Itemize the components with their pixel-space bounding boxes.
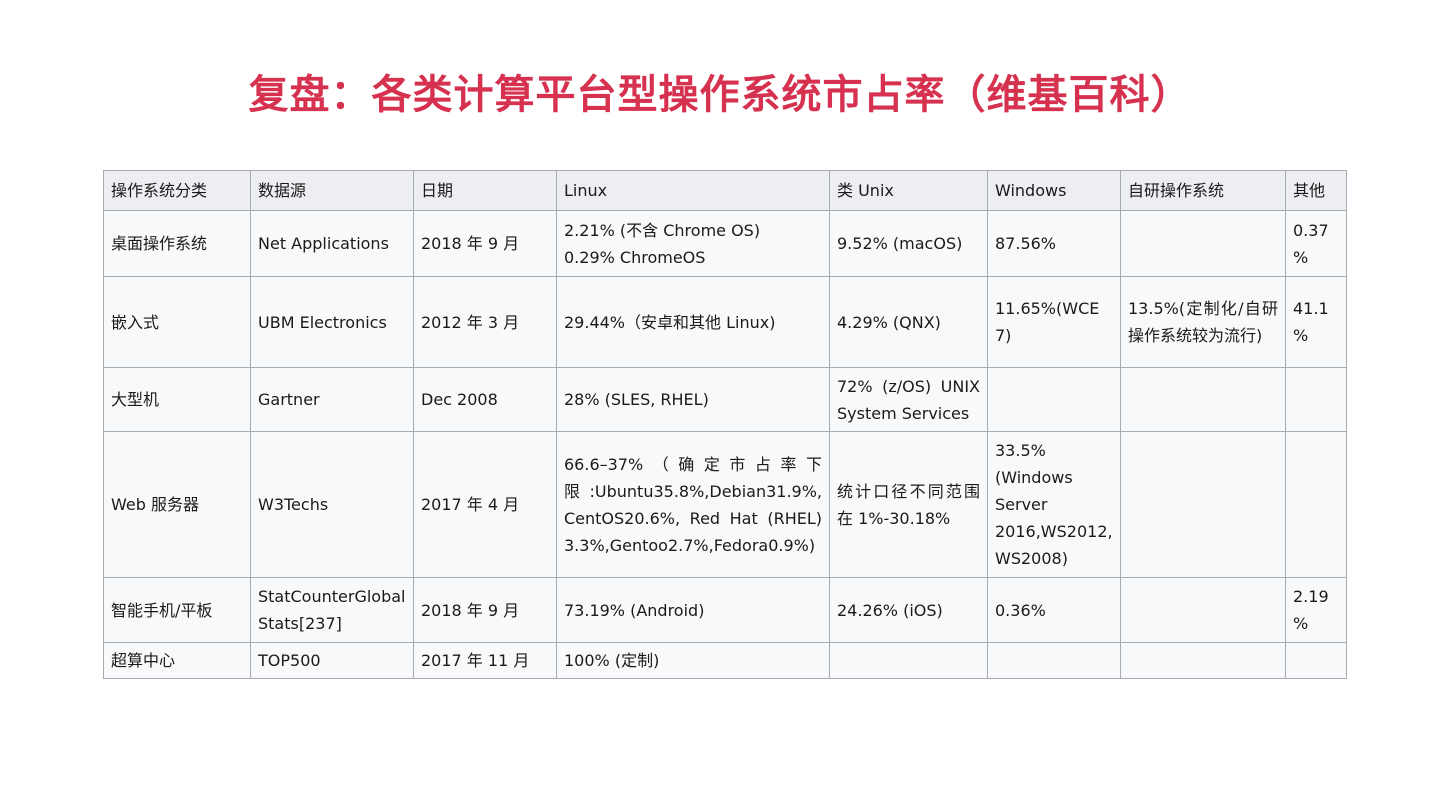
table: 操作系统分类 数据源 日期 Linux 类 Unix Windows 自研操作系… <box>103 170 1347 679</box>
header-self-developed-os: 自研操作系统 <box>1120 170 1286 211</box>
table-header-row: 操作系统分类 数据源 日期 Linux 类 Unix Windows 自研操作系… <box>103 170 1347 211</box>
table-cell: 智能手机/平板 <box>103 577 251 643</box>
table-cell: 桌面操作系统 <box>103 210 251 277</box>
table-cell: 73.19% (Android) <box>556 577 830 643</box>
header-data-source: 数据源 <box>250 170 414 211</box>
table-cell: 28% (SLES, RHEL) <box>556 367 830 432</box>
header-date: 日期 <box>413 170 557 211</box>
table-row: Web 服务器 W3Techs 2017 年 4 月 66.6–37%（确定市占… <box>103 431 1347 578</box>
table-cell: 超算中心 <box>103 642 251 679</box>
table-cell: Dec 2008 <box>413 367 557 432</box>
table-cell: 0.37% <box>1285 210 1347 277</box>
table-cell: 11.65%(WCE 7) <box>987 276 1121 368</box>
table-cell <box>1120 577 1286 643</box>
header-windows: Windows <box>987 170 1121 211</box>
table-row: 智能手机/平板 StatCounterGlobal Stats[237] 201… <box>103 577 1347 643</box>
table-cell: Net Applications <box>250 210 414 277</box>
table-cell: Gartner <box>250 367 414 432</box>
table-cell: 72% (z/OS) UNIX System Services <box>829 367 988 432</box>
table-cell: UBM Electronics <box>250 276 414 368</box>
table-cell <box>1285 431 1347 578</box>
table-cell: Web 服务器 <box>103 431 251 578</box>
table-cell: TOP500 <box>250 642 414 679</box>
table-cell: 29.44%（安卓和其他 Linux) <box>556 276 830 368</box>
table-cell: 2018 年 9 月 <box>413 577 557 643</box>
table-cell: 嵌入式 <box>103 276 251 368</box>
table-cell <box>829 642 988 679</box>
header-os-category: 操作系统分类 <box>103 170 251 211</box>
table-row: 桌面操作系统 Net Applications 2018 年 9 月 2.21%… <box>103 210 1347 277</box>
table-cell: 41.1% <box>1285 276 1347 368</box>
os-market-share-table: 操作系统分类 数据源 日期 Linux 类 Unix Windows 自研操作系… <box>103 170 1347 679</box>
table-cell: 9.52% (macOS) <box>829 210 988 277</box>
header-other: 其他 <box>1285 170 1347 211</box>
header-linux: Linux <box>556 170 830 211</box>
table-cell: 13.5%(定制化/自研操作系统较为流行) <box>1120 276 1286 368</box>
table-cell: StatCounterGlobal Stats[237] <box>250 577 414 643</box>
table-cell: 2017 年 11 月 <box>413 642 557 679</box>
table-cell: 统计口径不同范围在 1%-30.18% <box>829 431 988 578</box>
table-cell <box>1120 210 1286 277</box>
table-cell: 2.19% <box>1285 577 1347 643</box>
table-cell <box>987 367 1121 432</box>
table-cell <box>1285 367 1347 432</box>
table-cell: 87.56% <box>987 210 1121 277</box>
table-cell: 0.36% <box>987 577 1121 643</box>
table-cell: 33.5% (Windows Server 2016,WS2012, WS200… <box>987 431 1121 578</box>
table-cell <box>1120 367 1286 432</box>
table-row: 嵌入式 UBM Electronics 2012 年 3 月 29.44%（安卓… <box>103 276 1347 368</box>
table-cell: 2012 年 3 月 <box>413 276 557 368</box>
page-title: 复盘：各类计算平台型操作系统市占率（维基百科） <box>248 72 1192 118</box>
table-cell: 2017 年 4 月 <box>413 431 557 578</box>
table-cell <box>1120 642 1286 679</box>
table-cell: 大型机 <box>103 367 251 432</box>
table-cell <box>1285 642 1347 679</box>
table-cell <box>1120 431 1286 578</box>
table-cell: 66.6–37%（确定市占率下限:Ubuntu35.8%,Debian31.9%… <box>556 431 830 578</box>
table-row: 大型机 Gartner Dec 2008 28% (SLES, RHEL) 72… <box>103 367 1347 432</box>
table-cell: 100% (定制) <box>556 642 830 679</box>
table-cell: W3Techs <box>250 431 414 578</box>
table-cell: 2018 年 9 月 <box>413 210 557 277</box>
table-cell: 4.29% (QNX) <box>829 276 988 368</box>
table-row: 超算中心 TOP500 2017 年 11 月 100% (定制) <box>103 642 1347 679</box>
table-cell <box>987 642 1121 679</box>
table-cell: 2.21% (不含 Chrome OS) 0.29% ChromeOS <box>556 210 830 277</box>
header-unix-like: 类 Unix <box>829 170 988 211</box>
table-cell: 24.26% (iOS) <box>829 577 988 643</box>
